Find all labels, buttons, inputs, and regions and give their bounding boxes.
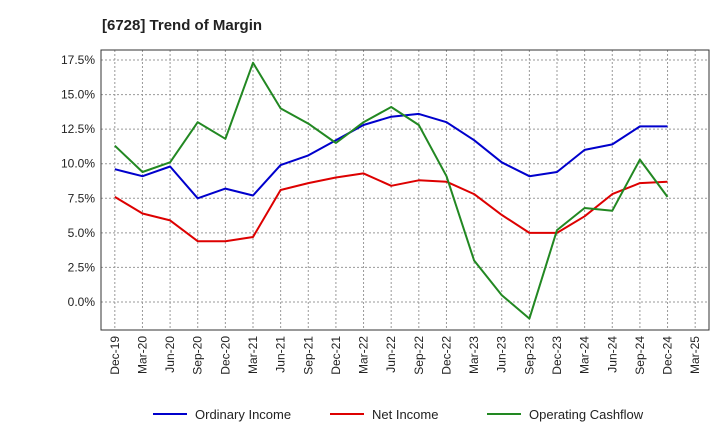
net-income-line [114,172,668,243]
operating-cashflow-line [114,61,669,320]
y-tick-label: 10.0% [61,157,95,171]
x-axis: Dec-19 Mar-20 Jun-20 Sep-20 Dec-20 Mar-21 Jun-… [108,336,702,375]
y-tick-label: 7.5% [68,191,96,205]
ordinary-income-legend-label: Ordinary Income [195,407,291,422]
y-tick-label: 12.5% [61,122,95,136]
x-tick-label: Jun-24 [605,336,619,373]
y-tick-label: 0.0% [68,295,96,309]
x-tick-label: Jun-23 [495,336,509,373]
gridlines [101,50,709,330]
x-tick-label: Jun-21 [274,336,288,373]
x-tick-label: Sep-24 [633,336,647,375]
x-tick-label: Mar-22 [357,336,371,374]
x-tick-label: Sep-22 [412,336,426,375]
y-tick-label: 15.0% [61,88,95,102]
x-tick-label: Mar-25 [688,336,702,374]
net-income-legend-label: Net Income [372,407,438,422]
x-tick-label: Jun-22 [384,336,398,373]
x-tick-label: Jun-20 [163,336,177,373]
series-lines [114,61,669,320]
y-axis: 17.5% 15.0% 12.5% 10.0% 7.5% 5.0% 2.5% 0.0% [61,53,95,309]
x-tick-label: Mar-23 [467,336,481,374]
y-tick-label: 5.0% [68,226,96,240]
x-tick-label: Sep-21 [301,336,315,375]
plot-frame [100,49,710,331]
legend: Ordinary Income Net Income Operating Cashf… [153,407,644,422]
y-tick-label: 17.5% [61,53,95,67]
chart-title: [6728] Trend of Margin [102,17,262,34]
x-tick-label: Mar-21 [246,336,260,374]
x-tick-label: Dec-23 [550,336,564,375]
x-tick-label: Sep-20 [191,336,205,375]
ordinary-income-line [114,112,668,200]
x-tick-label: Mar-20 [135,336,149,374]
operating-cashflow-legend-label: Operating Cashflow [529,407,644,422]
x-tick-label: Dec-24 [661,336,675,375]
x-tick-label: Dec-19 [108,336,122,375]
y-tick-label: 2.5% [68,260,96,274]
x-tick-label: Mar-24 [578,336,592,374]
x-tick-label: Dec-20 [218,336,232,375]
x-tick-label: Dec-22 [439,336,453,375]
x-tick-label: Sep-23 [522,336,536,375]
x-tick-label: Dec-21 [329,336,343,375]
